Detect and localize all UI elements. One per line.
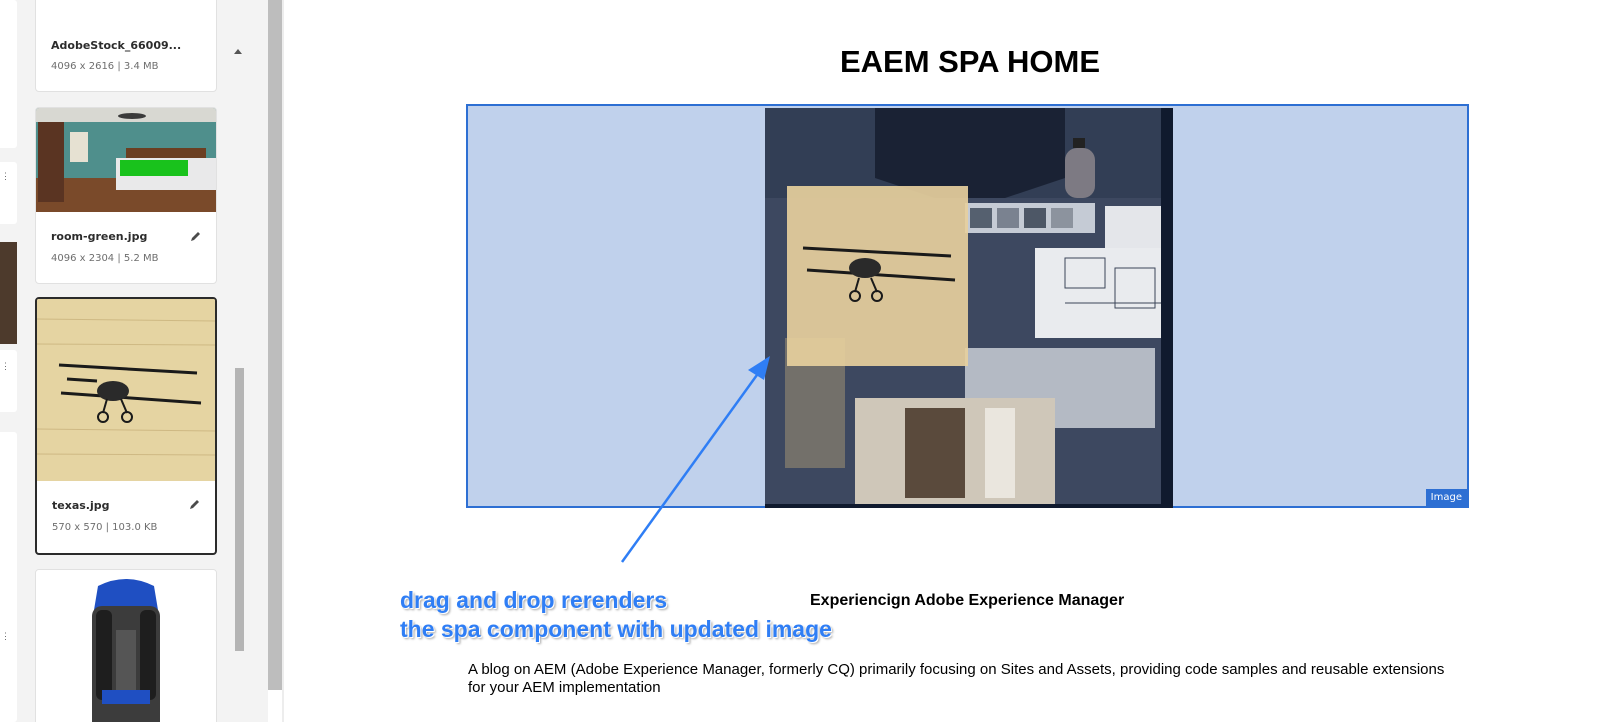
- teaser-title: Experiencign Adobe Experience Manager: [810, 592, 1125, 609]
- asset-name: AdobeStock_66009...: [51, 39, 182, 52]
- asset-card-texas[interactable]: texas.jpg 570 x 570 | 103.0 KB: [35, 297, 217, 555]
- rail-card[interactable]: [0, 432, 17, 722]
- texas-thumbnail: [37, 299, 215, 481]
- asset-list-scrollbar[interactable]: [232, 40, 246, 722]
- scrollbar-thumb[interactable]: [235, 368, 244, 651]
- page-title: EAEM SPA HOME: [839, 44, 1101, 79]
- annotation-text-line1: drag and drop rerenders: [400, 587, 668, 613]
- asset-name: texas.jpg: [52, 499, 110, 512]
- more-icon[interactable]: ⋮: [1, 631, 10, 641]
- asset-meta: 570 x 570 | 103.0 KB: [52, 522, 158, 533]
- asset-card-backpack[interactable]: [35, 569, 217, 722]
- collapsed-rail: ⋮ ⋮ ⋮: [0, 0, 17, 722]
- pencil-icon[interactable]: [189, 498, 201, 510]
- office-desk-image: [765, 108, 1173, 508]
- divider: [282, 0, 284, 722]
- annotation-arrow: [620, 356, 770, 563]
- asset-browser-panel: ⋮ ⋮ ⋮ AdobeStock_66009... 4096 x 2616 | …: [0, 0, 268, 722]
- backpack-image: [36, 570, 216, 722]
- room-thumbnail: [36, 108, 216, 212]
- asset-meta: 4096 x 2616 | 3.4 MB: [51, 61, 159, 72]
- asset-name: room-green.jpg: [51, 230, 148, 243]
- image-component[interactable]: Image: [466, 104, 1469, 508]
- teaser-description: A blog on AEM (Adobe Experience Manager,…: [468, 661, 1445, 696]
- rail-card[interactable]: [0, 162, 17, 224]
- asset-card[interactable]: AdobeStock_66009... 4096 x 2616 | 3.4 MB: [35, 0, 217, 92]
- asset-card-room-green[interactable]: room-green.jpg 4096 x 2304 | 5.2 MB: [35, 107, 217, 284]
- more-icon[interactable]: ⋮: [1, 171, 10, 181]
- component-type-label[interactable]: Image: [1425, 489, 1467, 506]
- component-image: [765, 108, 1173, 508]
- chevron-up-icon[interactable]: [234, 49, 242, 54]
- rail-card[interactable]: [0, 0, 17, 148]
- biplane-image: [37, 299, 215, 481]
- rail-thumbnail[interactable]: [0, 242, 17, 344]
- annotation-text-line2: the spa component with updated image: [400, 616, 832, 642]
- more-icon[interactable]: ⋮: [1, 361, 10, 371]
- asset-meta: 4096 x 2304 | 5.2 MB: [51, 253, 159, 264]
- room-image: [36, 108, 216, 212]
- rail-card[interactable]: [0, 350, 17, 412]
- pencil-icon[interactable]: [190, 230, 202, 242]
- panel-scrollbar[interactable]: [268, 0, 282, 690]
